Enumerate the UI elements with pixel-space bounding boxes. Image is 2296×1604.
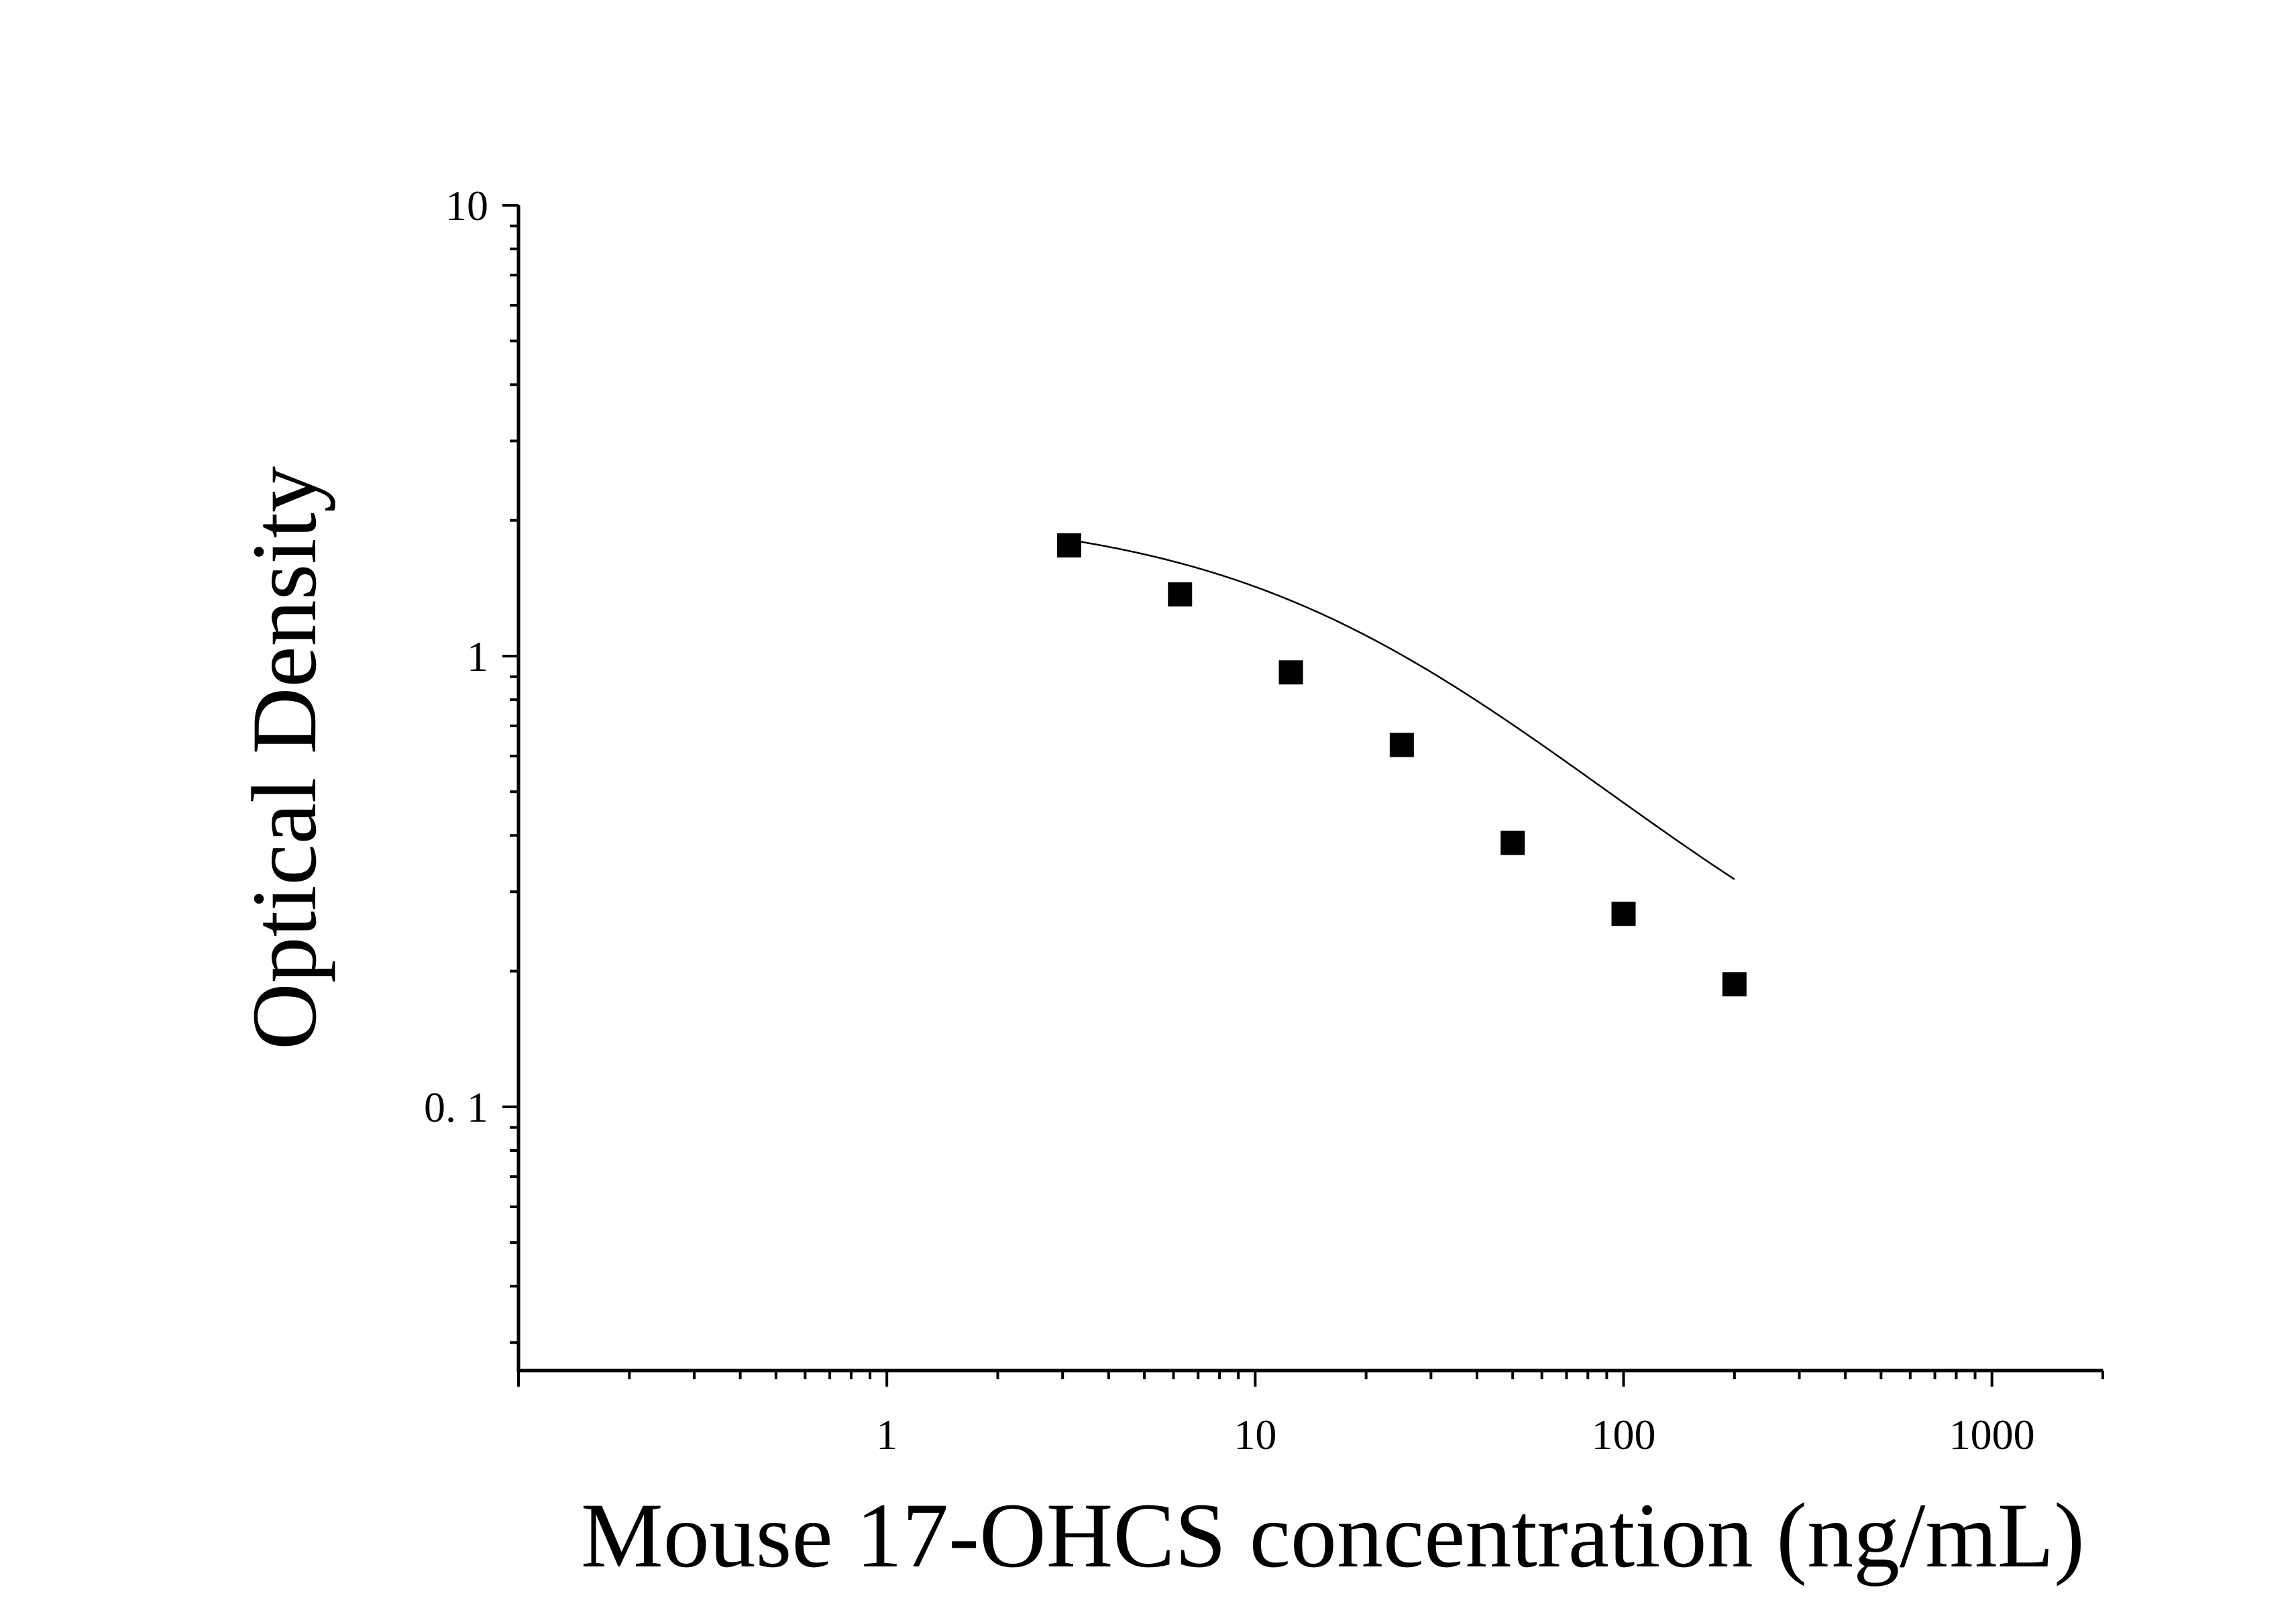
data-points <box>1056 533 1747 997</box>
plot-area: 10 1 0. 1 1 10 100 1000 <box>424 182 2104 1458</box>
y-tick-label: 1 <box>467 633 488 680</box>
data-point <box>1168 582 1193 607</box>
data-point <box>1389 733 1414 757</box>
y-ticks <box>502 204 518 1344</box>
x-tick-labels: 1 10 100 1000 <box>876 1411 2035 1458</box>
x-tick-label: 100 <box>1592 1411 1656 1458</box>
data-point <box>1500 831 1525 855</box>
x-tick-label: 1000 <box>1949 1411 2035 1458</box>
y-axis-title: Optical Density <box>233 466 335 1050</box>
data-point <box>1722 972 1747 997</box>
y-tick-label: 10 <box>445 182 488 229</box>
data-point <box>1278 660 1303 685</box>
x-ticks <box>517 1371 2104 1387</box>
y-tick-label: 0. 1 <box>424 1083 488 1131</box>
x-axis-title: Mouse 17-OHCS concentration (ng/mL) <box>581 1484 2085 1587</box>
fit-curve <box>1069 539 1735 880</box>
x-tick-label: 10 <box>1234 1411 1276 1458</box>
data-point <box>1056 533 1081 557</box>
y-tick-labels: 10 1 0. 1 <box>424 182 488 1131</box>
data-point <box>1611 902 1636 926</box>
x-tick-label: 1 <box>876 1411 897 1458</box>
